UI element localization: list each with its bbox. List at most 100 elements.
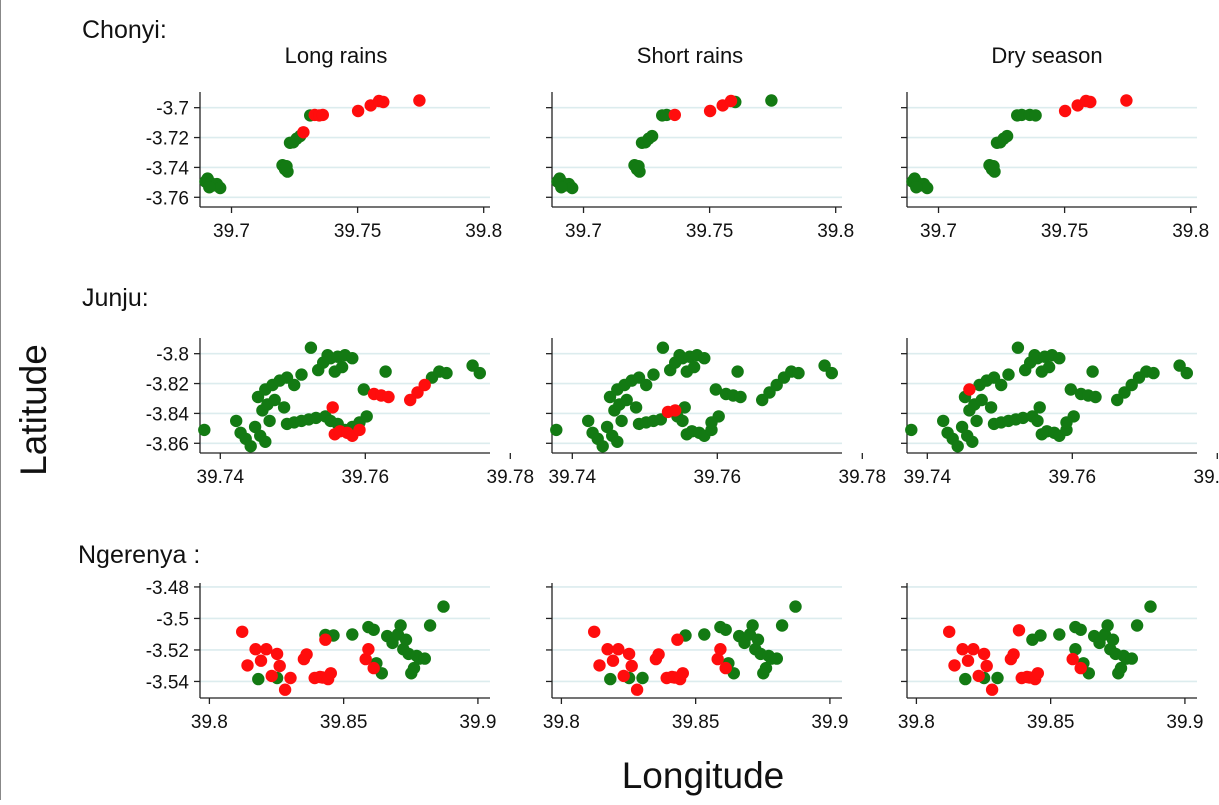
data-point-green [473,366,486,380]
data-point-green [268,393,281,407]
x-tick-label: 39.75 [1041,221,1089,242]
data-point-green [751,633,765,646]
data-point-red [249,643,262,656]
data-point-green [731,365,744,378]
panel-junju-long-rains: -3.8 -3.82 -3.84 -3.86 39.74 39.76 39.78 [146,338,534,488]
data-point-green [987,160,1000,173]
data-point-red [669,404,682,417]
data-point-green [636,671,649,685]
data-point-green [230,414,243,428]
data-point-green [277,401,291,414]
data-point-green [304,341,318,354]
data-point-red [948,659,961,672]
data-point-red [316,108,329,122]
data-point-green [357,383,370,396]
data-point-green [1029,109,1042,122]
data-point-red [362,643,375,656]
data-point-green [555,181,568,194]
data-point-green [604,672,617,686]
y-tick-label: -3.7 [156,99,189,120]
data-point-green [1060,416,1073,429]
data-point-green [1034,629,1047,642]
data-point-green [970,414,983,428]
data-point-green [214,181,227,195]
data-point-red [270,647,284,661]
data-point-red [625,659,638,673]
data-point-green [418,652,431,665]
data-point-red [956,643,969,656]
panel-chonyi-short-rains: 39.7 39.75 39.8 [546,92,854,242]
x-tick-label: 39.78 [839,467,887,488]
data-point-green [910,181,923,194]
x-tick-label: 39.85 [672,712,720,733]
data-point-red [1120,94,1133,107]
data-point-red [630,683,644,696]
column-title-long-rains: Long rains [285,43,388,68]
data-point-green [1144,600,1157,613]
data-point-green [632,160,645,173]
panel-ngerenya-short-rains: 39.8 39.85 39.9 [543,583,848,733]
data-point-red [668,108,681,122]
data-point-green [423,619,437,632]
x-tick-label: 39.8 [465,221,502,242]
data-point-red [353,423,366,437]
data-point-green [921,181,934,195]
data-point-green [244,440,257,453]
data-point-red [284,671,297,685]
panel-junju-dry-season: 39.74 39.76 39.78 [901,338,1219,488]
data-point-green [394,619,407,632]
data-point-green [1031,414,1044,428]
data-point-green [1147,366,1160,380]
data-point-green [1130,619,1144,632]
data-point-green [360,410,373,423]
data-point-red [1012,624,1026,637]
data-point-green [399,633,413,646]
data-point-green [1016,411,1030,425]
data-point-green [346,352,359,365]
data-point-green [1089,390,1102,404]
data-point-green [656,341,670,354]
data-point-red [671,633,684,646]
data-point-green [991,671,1004,685]
data-point-green [937,414,950,428]
data-point-red [719,661,732,675]
y-tick-label: -3.72 [146,129,189,150]
data-point-green [966,435,979,448]
x-tick-label: 39.74 [197,467,245,488]
data-point-green [1042,360,1056,374]
data-point-red [319,633,332,646]
x-tick-label: 39.9 [459,712,496,733]
data-point-green [198,423,211,437]
y-tick-label: -3.8 [156,345,189,366]
data-point-red [622,647,636,661]
data-point-green [1000,129,1014,143]
data-point-red [265,669,278,683]
data-point-green [1086,365,1099,378]
data-point-red [980,659,993,673]
data-point-red [367,661,380,675]
x-tick-label: 39.7 [565,221,602,242]
data-point-red [413,94,426,107]
x-tick-label: 39.78 [1194,467,1219,488]
data-point-green [734,390,747,404]
y-tick-label: -3.52 [146,641,189,662]
data-point-red [612,643,625,656]
row-label-junju: Junju: [82,284,149,312]
data-point-green [1033,401,1046,414]
left-border [0,0,1,800]
data-point-red [606,654,620,667]
x-tick-label: 39.78 [487,467,535,488]
data-point-green [995,378,1008,392]
data-point-red [326,401,339,414]
data-point-green [1064,383,1078,396]
data-point-green [203,181,216,194]
y-tick-label: -3.82 [146,375,189,396]
data-point-green [789,600,802,613]
data-point-green [379,365,392,378]
data-point-green [1011,341,1025,354]
data-point-green [792,366,805,380]
x-tick-label: 39.76 [694,467,742,488]
data-point-red [382,390,395,404]
x-tick-label: 39.8 [543,712,580,733]
